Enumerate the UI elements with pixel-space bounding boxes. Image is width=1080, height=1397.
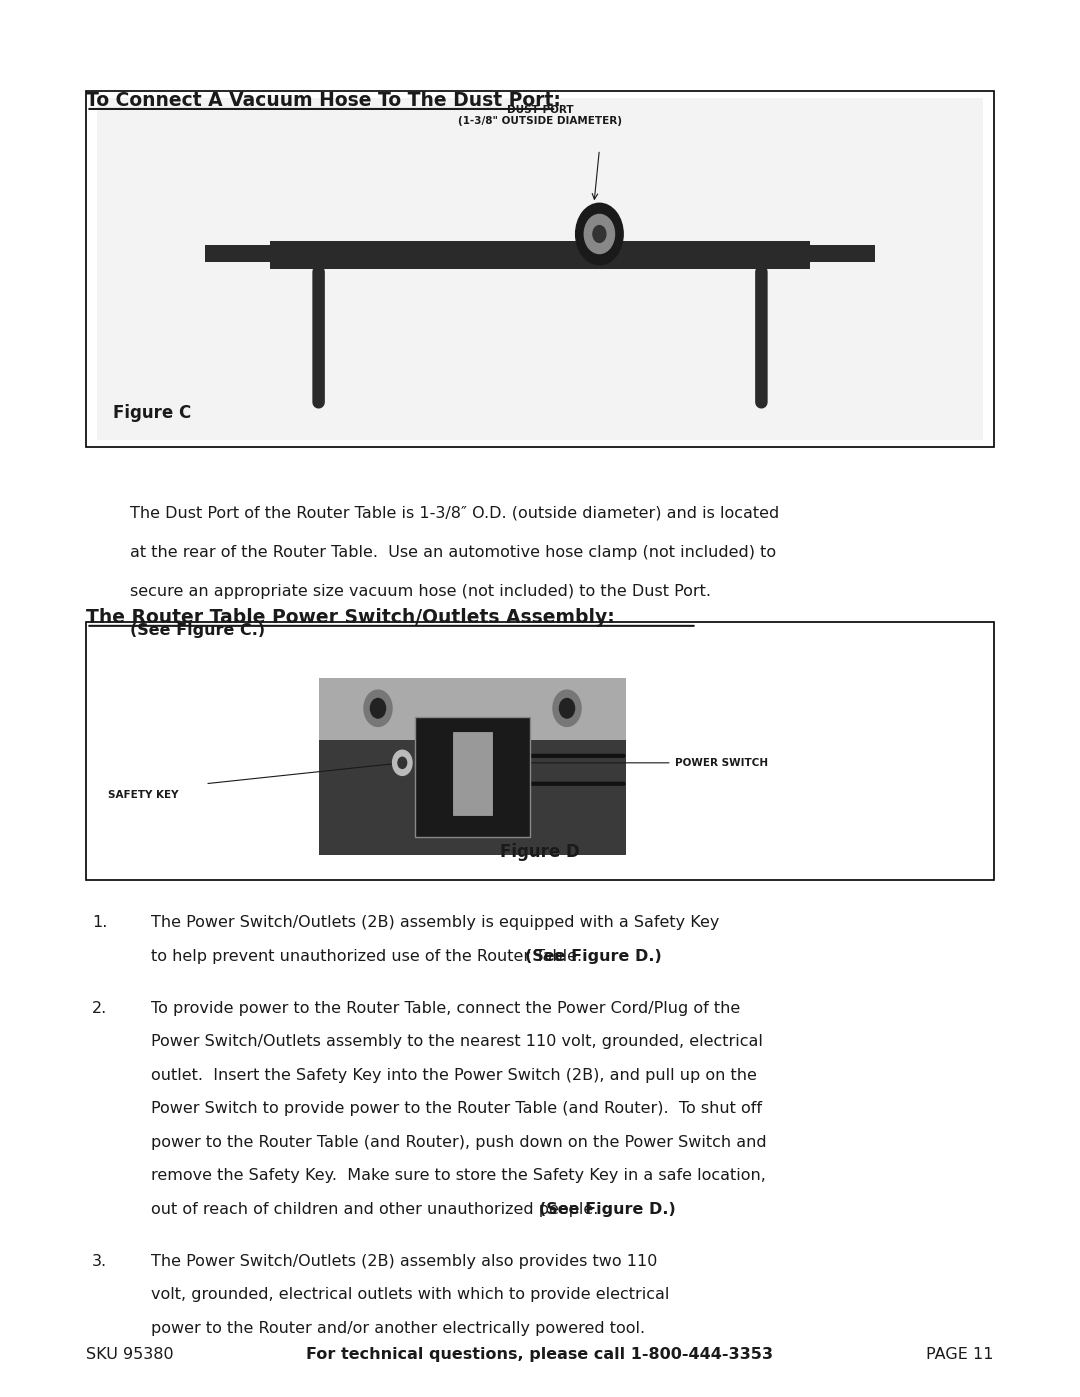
Text: SKU 95380: SKU 95380: [86, 1347, 174, 1362]
FancyBboxPatch shape: [86, 91, 994, 447]
Text: power to the Router and/or another electrically powered tool.: power to the Router and/or another elect…: [151, 1320, 646, 1336]
FancyBboxPatch shape: [415, 717, 530, 837]
Text: 2.: 2.: [92, 1000, 107, 1016]
Circle shape: [370, 698, 386, 718]
Circle shape: [559, 698, 575, 718]
Text: To Connect A Vacuum Hose To The Dust Port:: To Connect A Vacuum Hose To The Dust Por…: [86, 91, 562, 110]
Text: PAGE 11: PAGE 11: [927, 1347, 994, 1362]
Text: The Router Table Power Switch/Outlets Assembly:: The Router Table Power Switch/Outlets As…: [86, 608, 616, 627]
Circle shape: [576, 203, 623, 264]
Text: For technical questions, please call 1-800-444-3353: For technical questions, please call 1-8…: [307, 1347, 773, 1362]
Text: The Dust Port of the Router Table is 1-3/8″ O.D. (outside diameter) and is locat: The Dust Port of the Router Table is 1-3…: [130, 506, 779, 521]
Text: 1.: 1.: [92, 915, 107, 930]
Text: volt, grounded, electrical outlets with which to provide electrical: volt, grounded, electrical outlets with …: [151, 1287, 670, 1302]
Text: 3.: 3.: [92, 1253, 107, 1268]
Text: POWER SWITCH: POWER SWITCH: [675, 757, 768, 768]
Text: out of reach of children and other unauthorized people.: out of reach of children and other unaut…: [151, 1201, 609, 1217]
FancyBboxPatch shape: [319, 678, 626, 739]
Text: (See Figure C.): (See Figure C.): [130, 623, 265, 638]
Circle shape: [393, 750, 413, 775]
Text: The Power Switch/Outlets (2B) assembly is equipped with a Safety Key: The Power Switch/Outlets (2B) assembly i…: [151, 915, 719, 930]
Text: (See Figure D.): (See Figure D.): [526, 949, 662, 964]
FancyBboxPatch shape: [319, 678, 626, 855]
Text: Power Switch to provide power to the Router Table (and Router).  To shut off: Power Switch to provide power to the Rou…: [151, 1101, 762, 1116]
Text: to help prevent unauthorized use of the Router Table.: to help prevent unauthorized use of the …: [151, 949, 593, 964]
FancyBboxPatch shape: [799, 246, 875, 261]
Circle shape: [553, 690, 581, 726]
Text: The Power Switch/Outlets (2B) assembly also provides two 110: The Power Switch/Outlets (2B) assembly a…: [151, 1253, 658, 1268]
Text: (See Figure D.): (See Figure D.): [539, 1201, 676, 1217]
FancyBboxPatch shape: [97, 98, 983, 440]
Text: SAFETY KEY: SAFETY KEY: [108, 789, 178, 800]
FancyBboxPatch shape: [270, 240, 810, 268]
Text: To provide power to the Router Table, connect the Power Cord/Plug of the: To provide power to the Router Table, co…: [151, 1000, 741, 1016]
Text: power to the Router Table (and Router), push down on the Power Switch and: power to the Router Table (and Router), …: [151, 1134, 767, 1150]
Circle shape: [593, 225, 606, 242]
Text: Figure C: Figure C: [113, 404, 191, 422]
Text: at the rear of the Router Table.  Use an automotive hose clamp (not included) to: at the rear of the Router Table. Use an …: [130, 545, 775, 560]
Text: remove the Safety Key.  Make sure to store the Safety Key in a safe location,: remove the Safety Key. Make sure to stor…: [151, 1168, 766, 1183]
Circle shape: [584, 214, 615, 253]
Text: Figure D: Figure D: [500, 842, 580, 861]
FancyBboxPatch shape: [86, 622, 994, 880]
FancyBboxPatch shape: [454, 732, 492, 814]
Circle shape: [364, 690, 392, 726]
Text: outlet.  Insert the Safety Key into the Power Switch (2B), and pull up on the: outlet. Insert the Safety Key into the P…: [151, 1067, 757, 1083]
FancyBboxPatch shape: [205, 246, 281, 261]
Text: DUST PORT
(1-3/8" OUTSIDE DIAMETER): DUST PORT (1-3/8" OUTSIDE DIAMETER): [458, 105, 622, 126]
Text: Power Switch/Outlets assembly to the nearest 110 volt, grounded, electrical: Power Switch/Outlets assembly to the nea…: [151, 1034, 764, 1049]
Text: secure an appropriate size vacuum hose (not included) to the Dust Port.: secure an appropriate size vacuum hose (…: [130, 584, 711, 599]
Circle shape: [399, 757, 406, 768]
